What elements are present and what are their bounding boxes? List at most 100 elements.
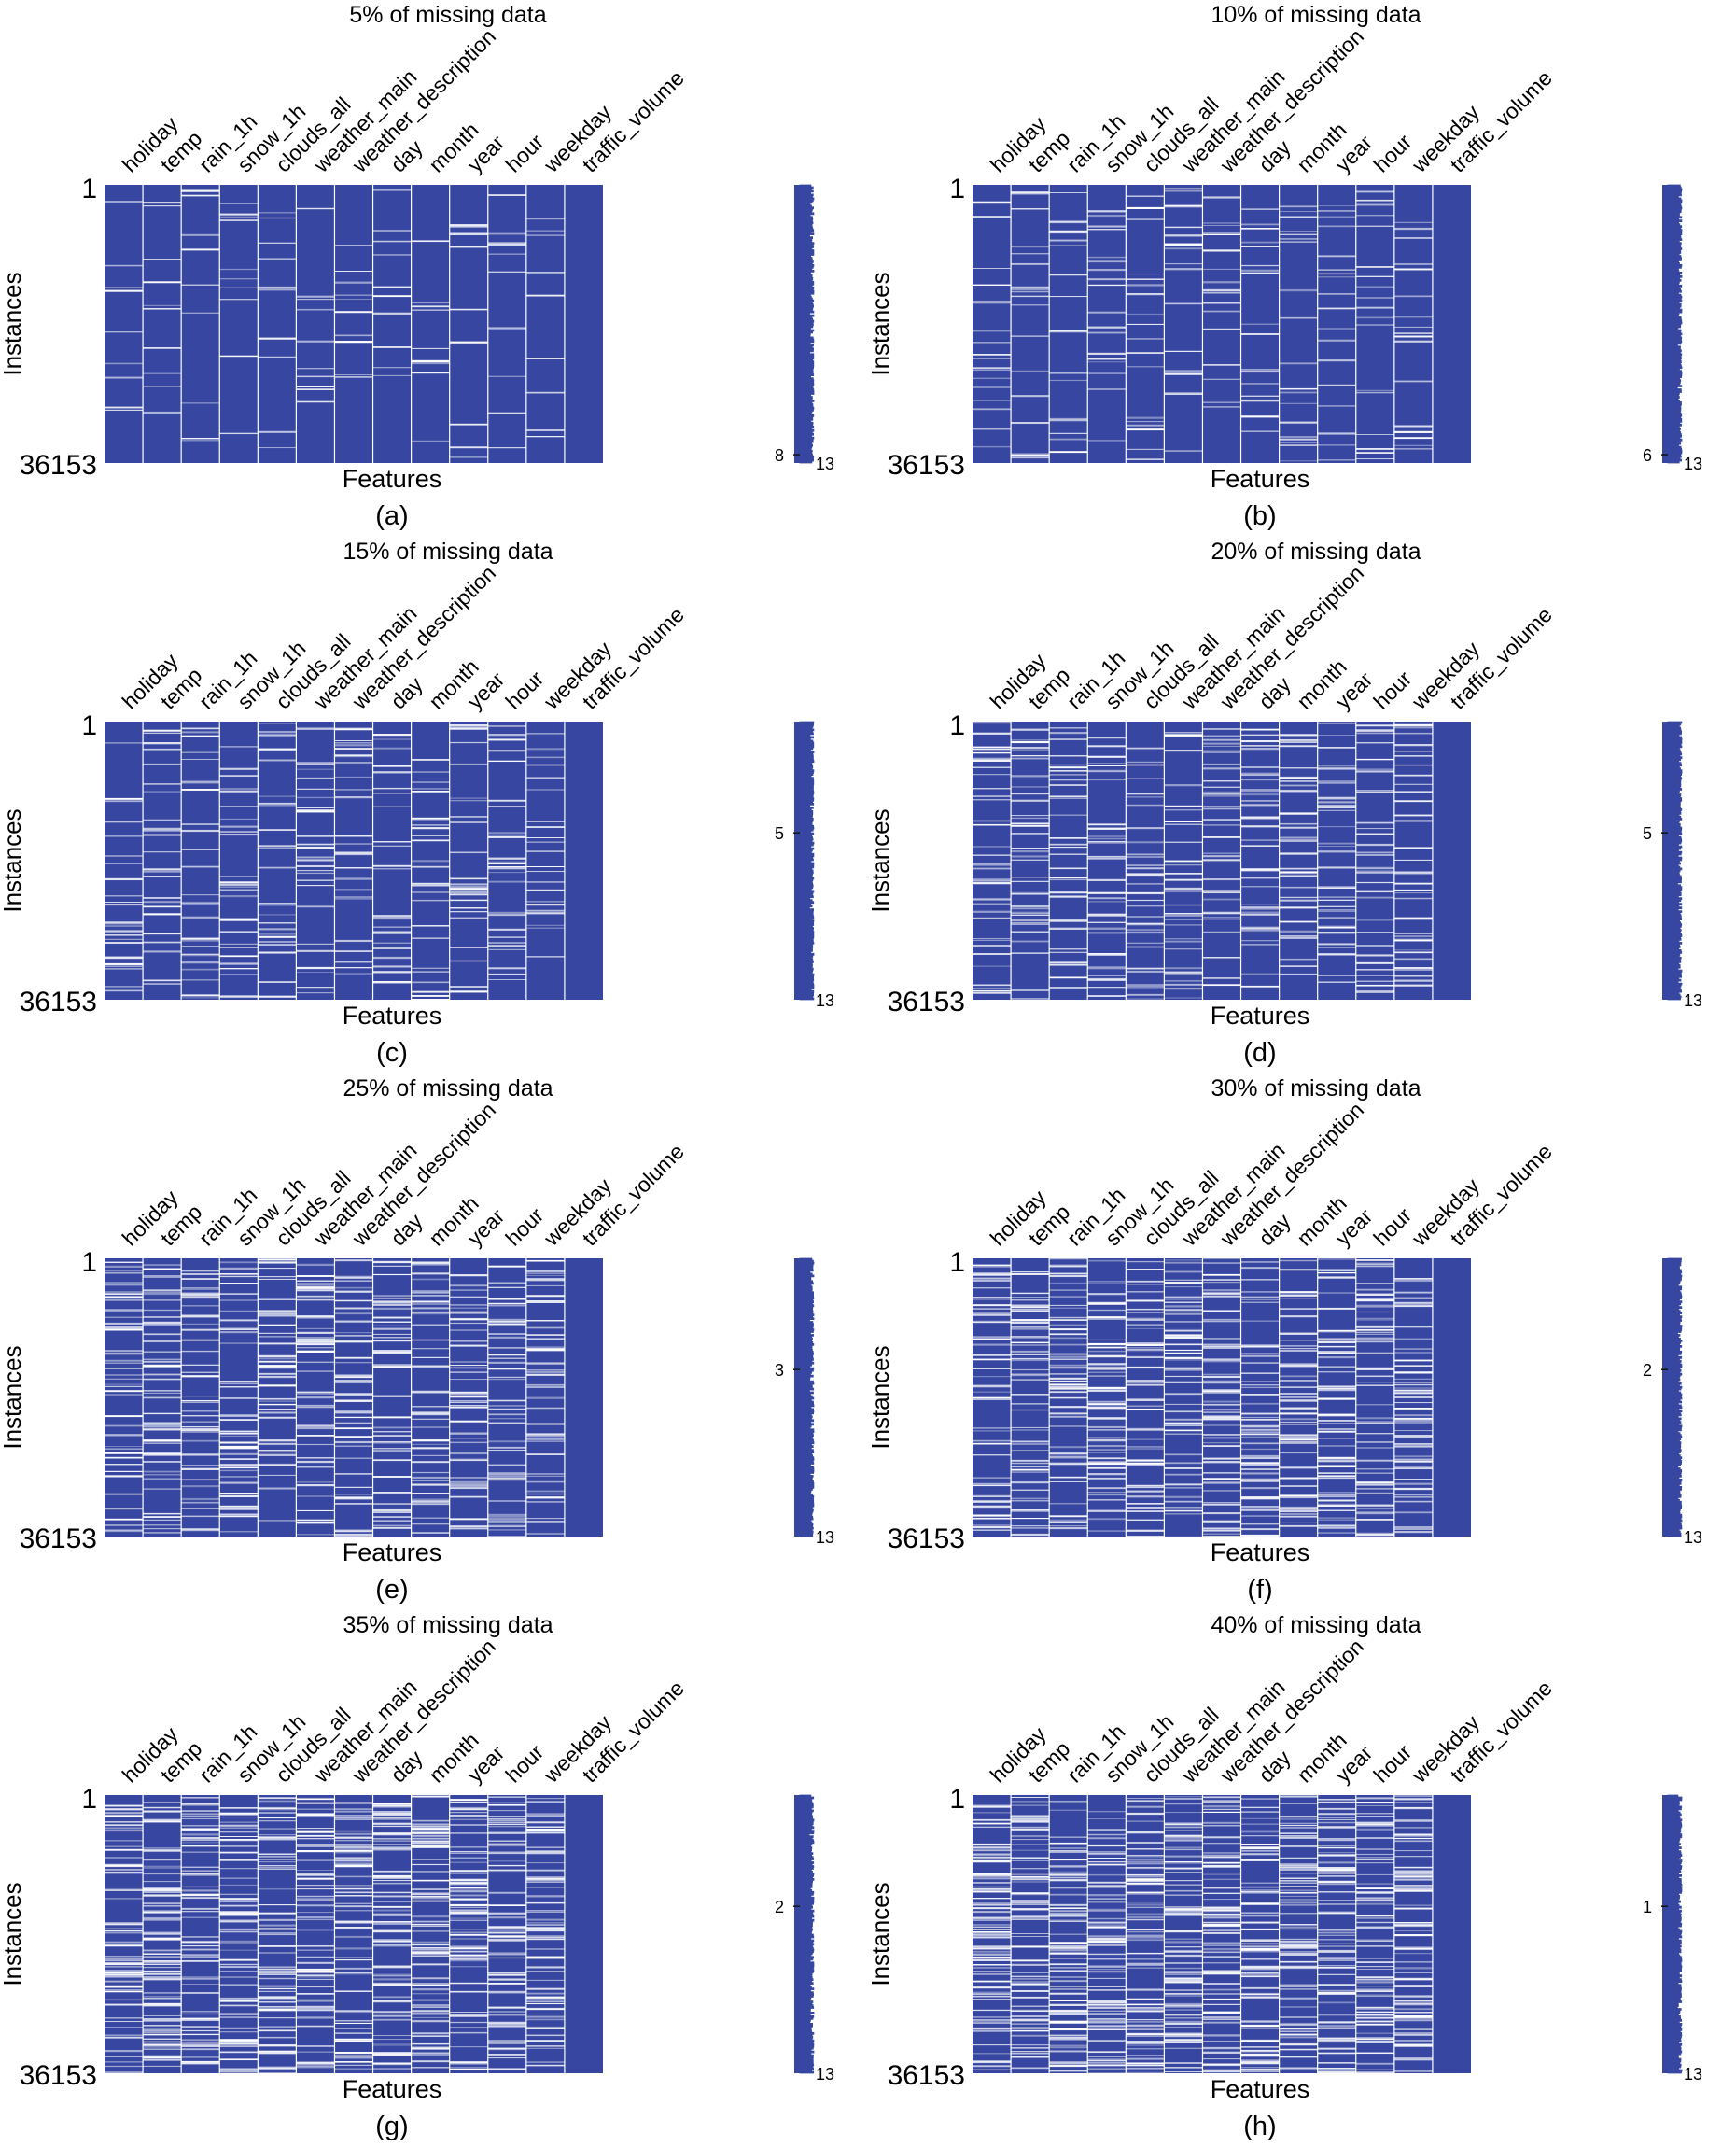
missing-value-line bbox=[1126, 2020, 1165, 2023]
missing-value-line bbox=[1087, 953, 1127, 955]
missing-value-line bbox=[258, 1520, 297, 1522]
missing-value-line bbox=[1393, 380, 1433, 383]
missing-value-line bbox=[1317, 1269, 1356, 1271]
missing-value-line bbox=[1202, 310, 1241, 313]
missing-value-line bbox=[1355, 1507, 1394, 1510]
missing-value-line bbox=[334, 961, 373, 962]
missing-value-line bbox=[1355, 1319, 1394, 1321]
missing-value-line bbox=[296, 1969, 335, 1972]
missing-value-line bbox=[1011, 1829, 1050, 1831]
missing-value-line bbox=[1049, 1987, 1088, 1990]
missing-value-line bbox=[487, 725, 526, 727]
missing-value-line bbox=[1202, 984, 1241, 987]
missing-value-line bbox=[334, 754, 373, 757]
missing-value-line bbox=[219, 1310, 259, 1312]
missing-value-line bbox=[1279, 1345, 1318, 1347]
missing-value-line bbox=[525, 2045, 565, 2047]
missing-value-line bbox=[1049, 1503, 1088, 1505]
missing-value-line bbox=[1126, 1491, 1165, 1493]
missing-value-line bbox=[1355, 458, 1394, 460]
missing-value-line bbox=[1355, 1883, 1394, 1885]
missing-value-line bbox=[1393, 2034, 1433, 2036]
missing-value-line bbox=[1087, 1939, 1127, 1942]
missing-value-line bbox=[1355, 1816, 1394, 1817]
missing-value-line bbox=[1164, 2067, 1203, 2069]
missing-value-line bbox=[1240, 2041, 1280, 2042]
missing-value-line bbox=[525, 1259, 565, 1262]
missing-value-line bbox=[105, 1328, 144, 1331]
missing-value-line bbox=[487, 1973, 526, 1976]
missing-value-line bbox=[1087, 2062, 1127, 2064]
missing-value-line bbox=[411, 1947, 450, 1949]
missing-value-line bbox=[1393, 1482, 1433, 1485]
missing-value-line bbox=[411, 1892, 450, 1895]
missing-value-line bbox=[411, 1879, 450, 1882]
missing-value-line bbox=[258, 1861, 297, 1863]
missing-value-line bbox=[1049, 2004, 1088, 2006]
missing-value-line bbox=[1202, 1472, 1241, 1474]
missing-value-line bbox=[1164, 1429, 1203, 1431]
missing-value-line bbox=[334, 1851, 373, 1854]
missing-value-line bbox=[1164, 1359, 1203, 1361]
missing-value-line bbox=[1049, 1943, 1088, 1944]
row-completeness-sparkline bbox=[799, 184, 815, 464]
missing-value-line bbox=[525, 2015, 565, 2018]
missing-value-line bbox=[411, 1900, 450, 1902]
missing-value-line bbox=[525, 1496, 565, 1499]
missing-value-line bbox=[1164, 1462, 1203, 1465]
missing-value-line bbox=[1126, 1536, 1165, 1537]
missing-value-line bbox=[1202, 1292, 1241, 1295]
missing-value-line bbox=[372, 1350, 412, 1353]
missing-value-line bbox=[973, 722, 1012, 724]
missing-value-line bbox=[1126, 827, 1165, 830]
missing-value-line bbox=[525, 1480, 565, 1483]
missing-value-line bbox=[1126, 2044, 1165, 2046]
missing-value-line bbox=[525, 2061, 565, 2063]
missing-value-line bbox=[1164, 1908, 1203, 1910]
missing-value-line bbox=[411, 1290, 450, 1292]
missing-value-line bbox=[1317, 1388, 1356, 1390]
missing-value-line bbox=[372, 1511, 412, 1513]
missing-value-line bbox=[1011, 911, 1050, 914]
missing-value-line bbox=[334, 1990, 373, 1992]
missing-value-line bbox=[1087, 2028, 1127, 2030]
missing-value-line bbox=[219, 1898, 259, 1900]
missing-value-line bbox=[334, 1857, 373, 1859]
missing-value-line bbox=[449, 1400, 488, 1402]
missing-value-line bbox=[1355, 2041, 1394, 2042]
missing-value-line bbox=[973, 1517, 1012, 1520]
missing-value-line bbox=[1202, 1861, 1241, 1864]
missing-value-line bbox=[372, 1327, 412, 1330]
missing-value-line bbox=[1317, 809, 1356, 811]
missing-value-line bbox=[143, 1292, 182, 1296]
missing-value-line bbox=[1317, 1867, 1356, 1869]
missing-value-line bbox=[1011, 335, 1050, 337]
missing-value-line bbox=[219, 1928, 259, 1930]
missing-value-line bbox=[1240, 1384, 1280, 1386]
missing-value-line bbox=[1087, 913, 1127, 916]
missing-value-line bbox=[1202, 1457, 1241, 1460]
missing-value-line bbox=[181, 829, 220, 832]
missing-value-line bbox=[1317, 1503, 1356, 1505]
missing-value-line bbox=[219, 2042, 259, 2045]
missing-value-line bbox=[411, 1447, 450, 1450]
missing-value-line bbox=[1317, 805, 1356, 807]
missing-value-line bbox=[411, 2020, 450, 2023]
missing-value-line bbox=[181, 1270, 220, 1272]
missing-value-line bbox=[1355, 1511, 1394, 1513]
missing-value-line bbox=[1317, 1458, 1356, 1460]
missing-value-line bbox=[1393, 1904, 1433, 1906]
missing-value-line bbox=[258, 2052, 297, 2055]
missing-value-line bbox=[525, 1338, 565, 1340]
sparkline-base bbox=[1662, 1258, 1668, 1537]
matrix-background bbox=[973, 185, 1471, 463]
missing-value-line bbox=[1279, 1816, 1318, 1818]
missing-value-line bbox=[1393, 1870, 1433, 1873]
missing-value-line bbox=[487, 1472, 526, 1475]
missing-value-line bbox=[143, 1865, 182, 1867]
missing-value-line bbox=[449, 851, 488, 854]
missing-value-line bbox=[1279, 896, 1318, 898]
missing-value-line bbox=[258, 1314, 297, 1317]
missing-value-line bbox=[1164, 1349, 1203, 1352]
missing-value-line bbox=[449, 2063, 488, 2065]
